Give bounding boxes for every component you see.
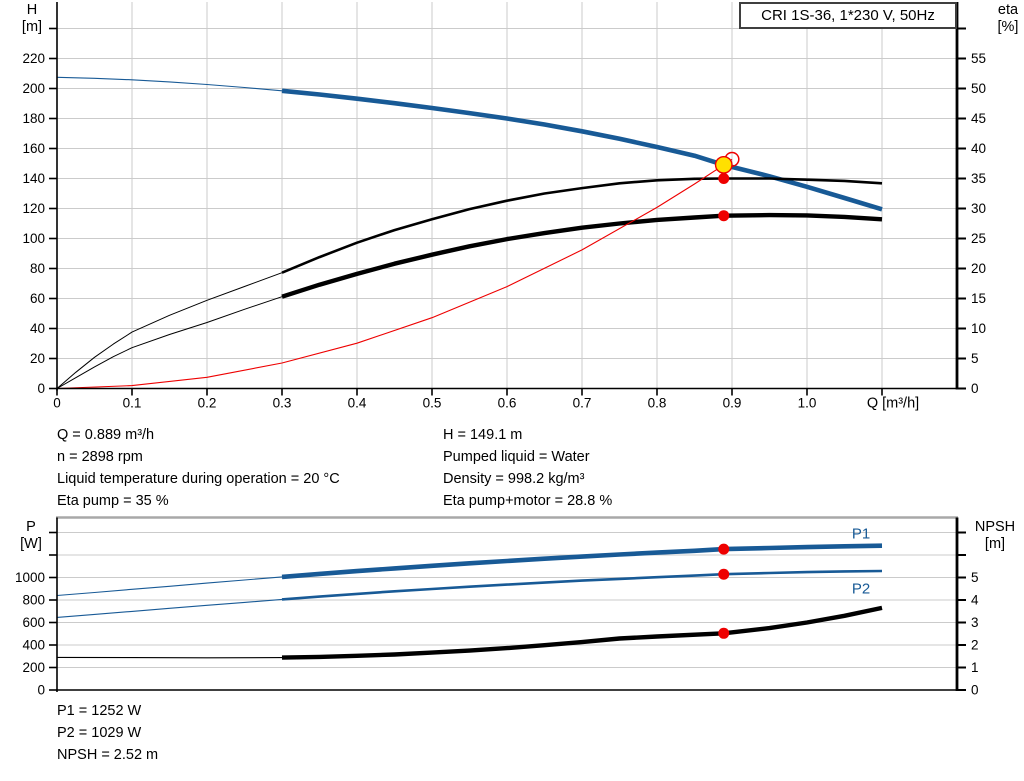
right-axis-tick-label: 5: [971, 570, 979, 585]
left-axis-tick-label: 180: [22, 111, 45, 126]
left-axis-tick-label: 1000: [15, 570, 45, 585]
eta-pump-curve-thin: [56, 272, 283, 389]
pump-title: CRI 1S-36, 1*230 V, 50Hz: [761, 7, 935, 24]
left-axis-tick-label: 200: [22, 660, 45, 675]
p2-power-curve: [281, 569, 883, 601]
power-stats: P1 = 1252 W P2 = 1029 W NPSH = 2.52 m: [57, 700, 158, 766]
right-axis-tick-label: 5: [971, 351, 979, 366]
x-axis-title: Q [m³/h]: [867, 396, 919, 412]
right-axis-title: eta: [998, 2, 1019, 18]
right-axis-unit: [m]: [985, 536, 1005, 552]
x-axis-tick-label: 1.0: [798, 396, 817, 411]
x-axis-tick-label: 0.5: [423, 396, 442, 411]
left-axis-tick-label: 160: [22, 141, 45, 156]
x-axis-tick-label: 0.7: [573, 396, 592, 411]
x-axis-tick-label: 0: [53, 396, 61, 411]
eta-pump-dot: [718, 173, 730, 184]
grid: [57, 2, 957, 389]
right-axis-tick-label: 4: [971, 593, 979, 608]
eta-pump-plus-motor-curve: [281, 212, 883, 299]
p2-power-curve-label: P2: [852, 580, 870, 597]
qh-chart: 0 20 40 60 80 100 120 140 160 180 200 220 0 5 10 15 20 25…: [22, 2, 1019, 412]
stat-npsh: NPSH = 2.52 m: [57, 747, 159, 763]
stat-pumped-liquid: Pumped liquid = Water: [443, 449, 590, 465]
stat-liquid-temp: Liquid temperature during operation = 20…: [57, 471, 340, 487]
right-axis-unit: [%]: [998, 19, 1019, 35]
right-axis-tick-label: 50: [971, 81, 986, 96]
left-axis-tick-label: 120: [22, 201, 45, 216]
stat-density: Density = 998.2 kg/m³: [443, 471, 585, 487]
stat-eta-pump-motor: Eta pump+motor = 28.8 %: [443, 493, 613, 509]
left-axis-title: H: [27, 2, 37, 18]
right-axis-tick-label: 30: [971, 201, 986, 216]
p1-dot: [718, 543, 730, 555]
left-axis-tick-label: 0: [37, 381, 45, 396]
right-axis-tick-label: 0: [971, 381, 979, 396]
stat-p2: P2 = 1029 W: [57, 725, 142, 741]
stat-eta-pump: Eta pump = 35 %: [57, 493, 169, 509]
left-axis-tick-label: 800: [22, 593, 45, 608]
power-npsh-chart: P1 P2 0 200 400 600 800 1000 0 1 2 3 4 5 P[W] NPSH[m]: [15, 516, 1015, 698]
eta-pump-curve: [281, 177, 883, 274]
x-axis-tick-label: 0.6: [498, 396, 517, 411]
p1-power-curve-label: P1: [852, 525, 870, 542]
right-axis-tick-label: 15: [971, 291, 986, 306]
left-axis-tick-label: 140: [22, 171, 45, 186]
left-axis-tick-label: 40: [30, 321, 45, 336]
left-axis-tick-label: 100: [22, 231, 45, 246]
x-axis-tick-label: 0.1: [123, 396, 142, 411]
x-axis-tick-label: 0.4: [348, 396, 367, 411]
eta-pump-plus-motor-curve-thin: [56, 296, 283, 389]
npsh-curve: [281, 605, 883, 660]
left-axis-unit: [m]: [22, 19, 42, 35]
duty-stats-right: H = 149.1 m Pumped liquid = Water Densit…: [443, 424, 612, 512]
p1-power-curve-thin: [56, 576, 283, 597]
left-axis-tick-label: 200: [22, 81, 45, 96]
right-axis-tick-label: 45: [971, 111, 986, 126]
right-axis-tick-label: 35: [971, 171, 986, 186]
left-axis-tick-label: 400: [22, 638, 45, 653]
right-axis-tick-label: 55: [971, 51, 986, 66]
left-axis-title: P: [26, 519, 36, 535]
stat-flow: Q = 0.889 m³/h: [57, 427, 155, 443]
right-axis-title: NPSH: [975, 519, 1015, 535]
p1-power-curve: [281, 543, 883, 580]
right-axis-tick-label: 1: [971, 660, 979, 675]
npsh-dot: [718, 627, 730, 639]
right-axis-tick-label: 3: [971, 615, 979, 630]
right-axis-tick-label: 40: [971, 141, 986, 156]
pump-title-box: CRI 1S-36, 1*230 V, 50Hz: [739, 2, 957, 29]
x-axis-tick-label: 0.2: [198, 396, 217, 411]
left-axis-tick-label: 20: [30, 351, 45, 366]
x-axis-tick-label: 0.9: [723, 396, 742, 411]
right-axis-tick-label: 10: [971, 321, 986, 336]
left-axis-unit: [W]: [20, 536, 42, 552]
stat-p1: P1 = 1252 W: [57, 703, 142, 719]
eta-pump-motor-dot: [718, 210, 730, 222]
qh-pump-curve-thin: [56, 76, 283, 92]
duty-stats-left: Q = 0.889 m³/h n = 2898 rpm Liquid tempe…: [57, 424, 340, 512]
left-axis-tick-label: 220: [22, 51, 45, 66]
right-axis-tick-label: 2: [971, 638, 979, 653]
left-axis-tick-label: 600: [22, 615, 45, 630]
stat-head: H = 149.1 m: [443, 427, 523, 443]
left-axis-tick-label: 60: [30, 291, 45, 306]
system-curve: [56, 158, 733, 390]
duty-point: [714, 155, 733, 174]
x-axis-tick-label: 0.3: [273, 396, 292, 411]
x-axis-tick-label: 0.8: [648, 396, 667, 411]
p2-dot: [718, 568, 730, 580]
p2-power-curve-thin: [56, 598, 283, 618]
right-axis-tick-label: 0: [971, 683, 979, 698]
left-axis-tick-label: 80: [30, 261, 45, 276]
stat-speed: n = 2898 rpm: [57, 449, 143, 465]
right-axis-tick-label: 20: [971, 261, 986, 276]
right-axis-tick-label: 25: [971, 231, 986, 246]
left-axis-tick-label: 0: [37, 683, 45, 698]
